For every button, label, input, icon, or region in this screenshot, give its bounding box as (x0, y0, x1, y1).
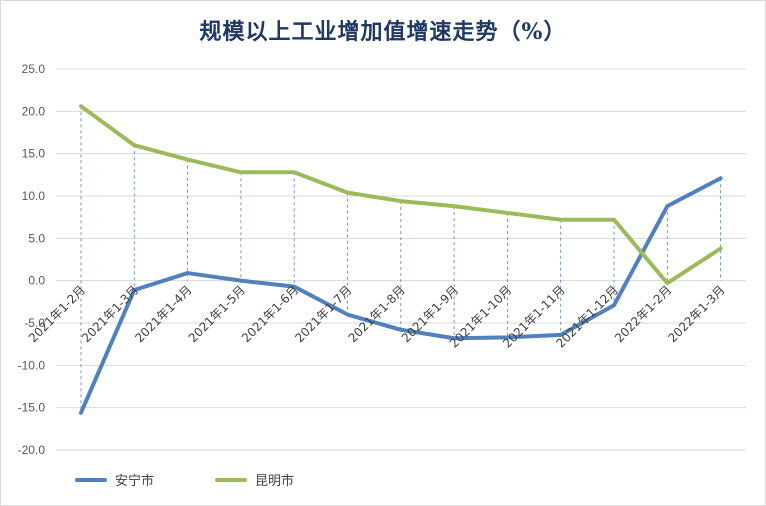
data-point (720, 247, 722, 249)
legend-label: 昆明市 (255, 473, 294, 489)
y-tick-label: 20.0 (22, 104, 46, 118)
data-point (400, 329, 402, 331)
data-point (80, 412, 82, 414)
data-point (347, 192, 348, 194)
y-tick-label: -10.0 (18, 358, 46, 372)
data-point (453, 337, 455, 339)
y-tick-label: -5.0 (24, 316, 45, 330)
data-point (133, 289, 135, 291)
y-tick-label: 5.0 (28, 231, 45, 245)
data-point (453, 205, 455, 207)
data-point (560, 334, 562, 336)
y-tick-label: -20.0 (18, 443, 46, 457)
data-point (293, 286, 295, 288)
y-tick-label: 10.0 (22, 189, 46, 203)
data-point (347, 314, 348, 316)
y-tick-label: 25.0 (22, 62, 46, 76)
data-point (506, 336, 508, 338)
data-point (560, 219, 562, 221)
data-point (400, 200, 402, 202)
x-tick-label: 2022年1-3月 (665, 283, 727, 345)
data-point (506, 212, 508, 214)
y-tick-label: -15.0 (18, 401, 46, 415)
data-point (187, 159, 189, 161)
data-point (666, 205, 668, 207)
y-tick-label: 15.0 (22, 147, 46, 161)
data-point (720, 177, 722, 179)
data-point (613, 219, 615, 221)
data-point (133, 144, 135, 146)
chart-title: 规模以上工业增加值增速走势（%） (199, 19, 567, 45)
data-point (666, 282, 668, 284)
data-point (80, 105, 82, 107)
data-point (293, 171, 295, 173)
legend-label: 安宁市 (115, 473, 154, 489)
data-point (187, 272, 189, 274)
data-point (613, 304, 615, 306)
data-point (240, 171, 242, 173)
y-tick-label: 0.0 (28, 274, 45, 288)
data-point (240, 280, 242, 282)
